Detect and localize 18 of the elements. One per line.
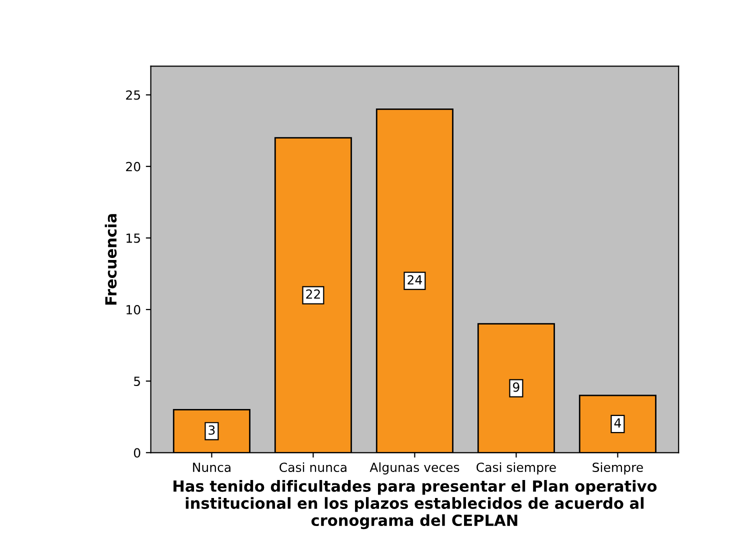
x-tick-label: Casi siempre <box>476 462 556 474</box>
y-tick-label: 15 <box>126 234 140 243</box>
x-tick-label: Casi nunca <box>280 462 346 472</box>
y-axis-title: Frecuencia <box>104 214 117 305</box>
data-label: 3 <box>208 425 215 435</box>
y-tick-label: 10 <box>126 305 140 314</box>
data-label: 24 <box>408 275 422 284</box>
x-tick-label: Algunas veces <box>370 462 460 474</box>
x-axis-title: Has tenido dificultades para presentar el Plan operativo institucional en los plazos establecidos de acuerdo al cronograma del CEPLAN <box>174 480 657 530</box>
y-tick-label: 0 <box>134 448 140 458</box>
y-tick-label: 25 <box>126 90 140 100</box>
data-label: 9 <box>513 382 520 392</box>
y-tick-label: 20 <box>126 162 140 172</box>
y-tick-label: 5 <box>134 376 140 386</box>
x-tick-label: Siempre <box>592 462 643 474</box>
data-label: 22 <box>306 289 320 299</box>
x-tick-label: Nunca <box>193 462 230 472</box>
data-label: 4 <box>614 418 621 428</box>
